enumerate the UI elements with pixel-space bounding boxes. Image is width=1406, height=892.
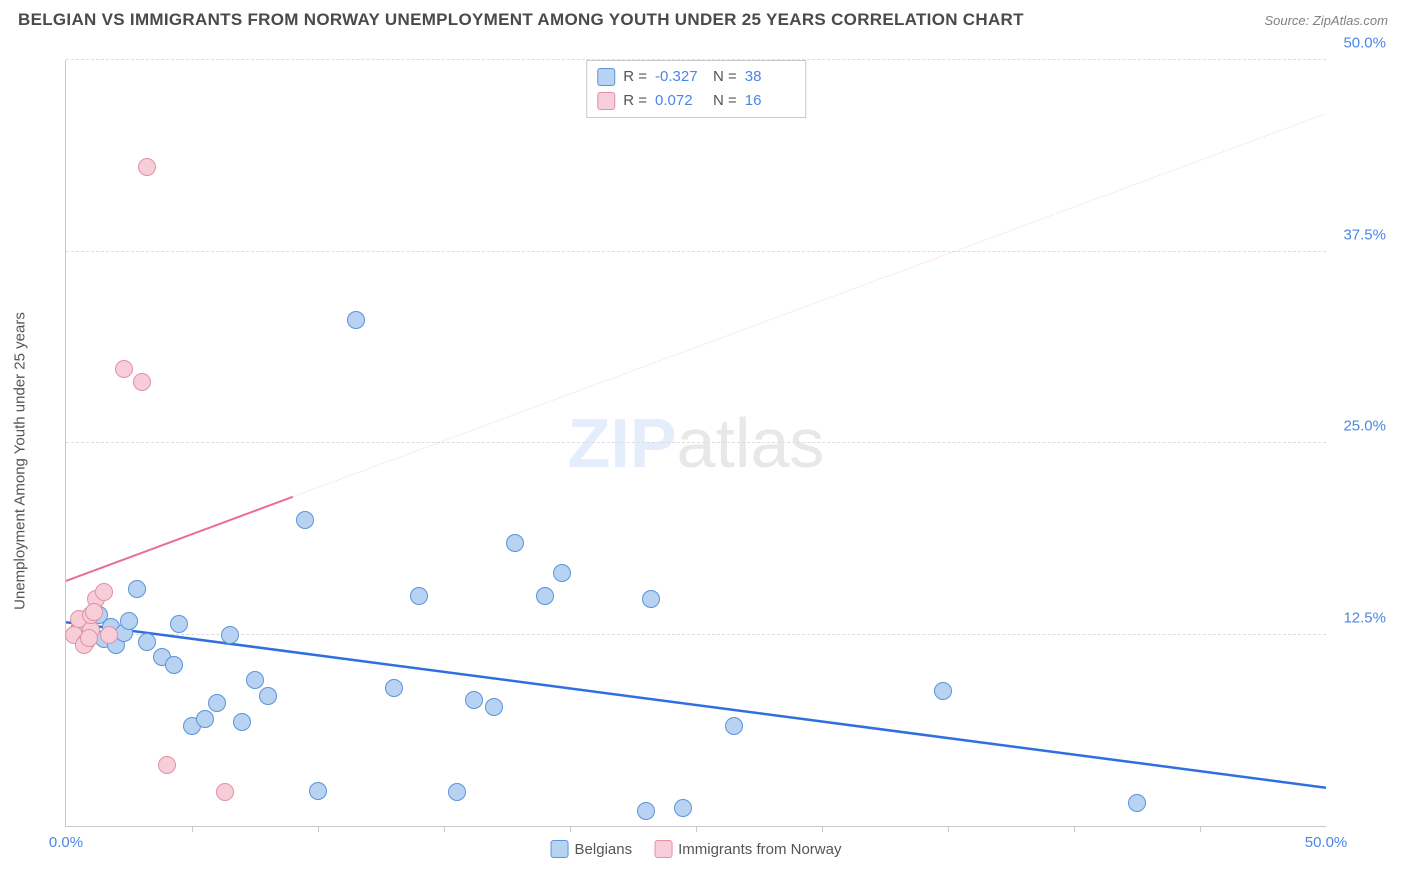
x-tick-label: 0.0% (49, 834, 83, 851)
norway-point (115, 360, 133, 378)
belgians-point (725, 717, 743, 735)
stats-row-belgians: R =-0.327N =38 (597, 65, 795, 89)
x-tick-mark (318, 826, 319, 832)
belgians-point (536, 587, 554, 605)
belgians-point (309, 782, 327, 800)
chart-title: BELGIAN VS IMMIGRANTS FROM NORWAY UNEMPL… (18, 10, 1024, 30)
y-tick-label: 25.0% (1343, 418, 1386, 435)
belgians-point (221, 626, 239, 644)
stats-row-norway: R =0.072N =16 (597, 89, 795, 113)
norway-point (133, 373, 151, 391)
belgians-point (170, 615, 188, 633)
belgians-point (208, 694, 226, 712)
y-tick-label: 37.5% (1343, 226, 1386, 243)
norway-point (95, 583, 113, 601)
belgians-point (120, 612, 138, 630)
belgians-point (674, 799, 692, 817)
belgians-point (506, 534, 524, 552)
norway-point (85, 603, 103, 621)
legend-label: Belgians (575, 841, 633, 858)
legend-label: Immigrants from Norway (678, 841, 841, 858)
chart-header: BELGIAN VS IMMIGRANTS FROM NORWAY UNEMPL… (0, 0, 1406, 30)
x-tick-mark (1200, 826, 1201, 832)
belgians-trendline (66, 622, 1326, 787)
belgians-swatch (597, 68, 615, 86)
plot-area: ZIPatlas R =-0.327N =38R =0.072N =16 Bel… (65, 60, 1326, 827)
x-tick-mark (948, 826, 949, 832)
belgians-point (138, 633, 156, 651)
belgians-point (410, 587, 428, 605)
source-attribution: Source: ZipAtlas.com (1264, 13, 1388, 28)
belgians-point (1128, 794, 1146, 812)
belgians-point (934, 682, 952, 700)
belgians-point (553, 564, 571, 582)
y-tick-label: 12.5% (1343, 609, 1386, 626)
norway-legend-swatch (654, 840, 672, 858)
stat-r: -0.327 (655, 65, 705, 89)
belgians-point (448, 783, 466, 801)
norway-trendline (66, 497, 293, 581)
norway-point (158, 756, 176, 774)
belgians-point (165, 656, 183, 674)
trendlines-layer (66, 60, 1326, 826)
x-tick-mark (444, 826, 445, 832)
belgians-point (233, 713, 251, 731)
chart-container: Unemployment Among Youth under 25 years … (50, 40, 1396, 882)
stat-r: 0.072 (655, 89, 705, 113)
belgians-point (196, 710, 214, 728)
y-tick-label: 50.0% (1343, 35, 1386, 52)
belgians-point (385, 679, 403, 697)
belgians-point (637, 802, 655, 820)
belgians-point (296, 511, 314, 529)
norway-point (216, 783, 234, 801)
belgians-point (128, 580, 146, 598)
x-tick-mark (570, 826, 571, 832)
stat-n: 16 (745, 89, 795, 113)
norway-point (100, 626, 118, 644)
x-tick-mark (1074, 826, 1075, 832)
stats-legend-box: R =-0.327N =38R =0.072N =16 (586, 60, 806, 118)
belgians-point (246, 671, 264, 689)
x-tick-mark (696, 826, 697, 832)
belgians-point (465, 691, 483, 709)
series-legend: Belgians Immigrants from Norway (551, 840, 842, 858)
belgians-point (347, 311, 365, 329)
norway-point (138, 158, 156, 176)
x-tick-label: 50.0% (1305, 834, 1348, 851)
belgians-point (259, 687, 277, 705)
belgians-point (485, 698, 503, 716)
stat-n: 38 (745, 65, 795, 89)
legend-item-belgians: Belgians (551, 840, 633, 858)
norway-swatch (597, 92, 615, 110)
legend-item-norway: Immigrants from Norway (654, 840, 841, 858)
x-tick-mark (822, 826, 823, 832)
y-axis-label: Unemployment Among Youth under 25 years (12, 312, 29, 610)
norway-trendline-dashed (293, 114, 1326, 497)
x-tick-mark (192, 826, 193, 832)
norway-point (80, 629, 98, 647)
belgians-point (642, 590, 660, 608)
belgians-legend-swatch (551, 840, 569, 858)
